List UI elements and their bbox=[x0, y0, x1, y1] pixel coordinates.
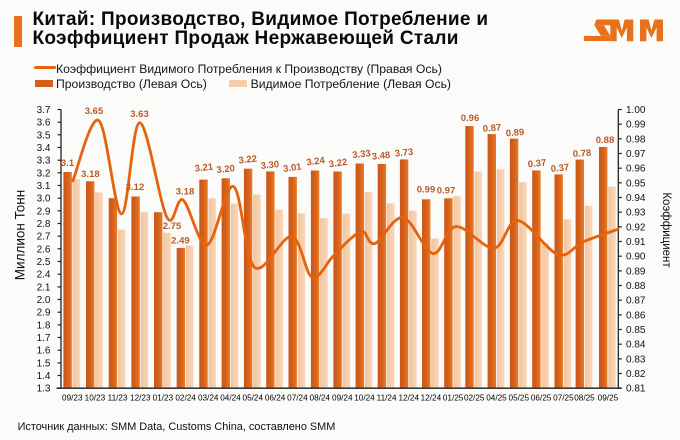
svg-text:06/24: 06/24 bbox=[265, 394, 286, 403]
svg-text:2.1: 2.1 bbox=[37, 282, 51, 293]
svg-text:0.78: 0.78 bbox=[572, 148, 591, 160]
svg-text:10/23: 10/23 bbox=[85, 394, 106, 403]
svg-text:2.49: 2.49 bbox=[171, 236, 190, 247]
svg-text:1.3: 1.3 bbox=[37, 384, 51, 395]
svg-text:09/25: 09/25 bbox=[598, 394, 619, 403]
svg-text:0.95: 0.95 bbox=[626, 178, 646, 189]
svg-text:3.01: 3.01 bbox=[282, 161, 303, 175]
svg-text:0.87: 0.87 bbox=[626, 296, 646, 307]
svg-text:0.93: 0.93 bbox=[626, 208, 646, 219]
svg-text:2.75: 2.75 bbox=[163, 221, 182, 232]
svg-text:3.0: 3.0 bbox=[37, 194, 51, 205]
svg-text:1.6: 1.6 bbox=[37, 346, 51, 357]
svg-text:2.6: 2.6 bbox=[37, 244, 51, 255]
svg-text:07/24: 07/24 bbox=[287, 394, 308, 403]
svg-text:0.37: 0.37 bbox=[527, 157, 547, 170]
svg-text:0.88: 0.88 bbox=[596, 135, 615, 146]
svg-text:07/25: 07/25 bbox=[553, 394, 574, 403]
svg-text:08/25: 08/25 bbox=[574, 394, 595, 403]
svg-text:0.97: 0.97 bbox=[626, 149, 646, 160]
svg-text:3.21: 3.21 bbox=[194, 162, 214, 175]
svg-text:0.89: 0.89 bbox=[505, 127, 524, 139]
svg-text:2.5: 2.5 bbox=[37, 257, 51, 268]
svg-text:0.87: 0.87 bbox=[482, 122, 501, 134]
svg-text:0.89: 0.89 bbox=[626, 266, 646, 277]
svg-text:2.9: 2.9 bbox=[37, 206, 51, 217]
svg-text:0.99: 0.99 bbox=[417, 185, 436, 196]
svg-text:09/24: 09/24 bbox=[332, 394, 353, 403]
svg-text:0.84: 0.84 bbox=[626, 340, 646, 351]
svg-text:11/23: 11/23 bbox=[108, 394, 128, 403]
svg-text:3.73: 3.73 bbox=[394, 147, 414, 160]
svg-text:1.7: 1.7 bbox=[37, 333, 51, 344]
svg-text:0.37: 0.37 bbox=[550, 162, 570, 175]
svg-text:04/24: 04/24 bbox=[220, 394, 241, 403]
svg-text:10/24: 10/24 bbox=[354, 394, 375, 403]
svg-text:12/24: 12/24 bbox=[421, 394, 442, 403]
svg-text:3.7: 3.7 bbox=[37, 105, 51, 116]
svg-text:0.99: 0.99 bbox=[626, 120, 646, 131]
svg-text:3.2: 3.2 bbox=[37, 168, 51, 179]
svg-text:2.7: 2.7 bbox=[37, 232, 51, 243]
svg-text:Миллион Тонн: Миллион Тонн bbox=[13, 190, 28, 280]
svg-text:3.22: 3.22 bbox=[328, 157, 348, 170]
svg-text:0.91: 0.91 bbox=[626, 237, 646, 248]
svg-text:0.85: 0.85 bbox=[626, 325, 646, 336]
svg-text:3.63: 3.63 bbox=[130, 109, 149, 120]
svg-text:09/23: 09/23 bbox=[62, 394, 83, 403]
svg-text:06/25: 06/25 bbox=[531, 394, 552, 403]
svg-text:3.18: 3.18 bbox=[176, 186, 195, 197]
svg-text:2.8: 2.8 bbox=[37, 219, 51, 230]
svg-text:1.00: 1.00 bbox=[626, 105, 646, 116]
svg-text:0.98: 0.98 bbox=[626, 134, 646, 145]
svg-text:12/23: 12/23 bbox=[130, 394, 151, 403]
svg-text:03/24: 03/24 bbox=[198, 394, 219, 403]
svg-text:12/24: 12/24 bbox=[399, 394, 420, 403]
svg-text:0.94: 0.94 bbox=[626, 193, 646, 204]
svg-text:3.1: 3.1 bbox=[61, 158, 75, 169]
svg-text:01/23: 01/23 bbox=[153, 394, 174, 403]
svg-text:0.97: 0.97 bbox=[437, 186, 456, 197]
svg-text:3.18: 3.18 bbox=[81, 169, 100, 180]
svg-text:0.83: 0.83 bbox=[626, 354, 646, 365]
svg-text:0.96: 0.96 bbox=[626, 164, 646, 175]
svg-text:3.12: 3.12 bbox=[126, 182, 145, 193]
svg-text:0.82: 0.82 bbox=[626, 369, 646, 380]
svg-text:0.81: 0.81 bbox=[626, 384, 646, 395]
svg-text:0.90: 0.90 bbox=[626, 252, 646, 263]
svg-text:3.33: 3.33 bbox=[352, 148, 372, 161]
svg-text:3.65: 3.65 bbox=[85, 106, 104, 117]
svg-text:0.88: 0.88 bbox=[626, 281, 646, 292]
svg-text:3.3: 3.3 bbox=[37, 156, 51, 167]
svg-text:3.5: 3.5 bbox=[37, 130, 51, 141]
svg-text:05/24: 05/24 bbox=[243, 394, 264, 403]
svg-text:02/25: 02/25 bbox=[464, 394, 485, 403]
svg-text:0.86: 0.86 bbox=[626, 310, 646, 321]
svg-text:02/24: 02/24 bbox=[175, 394, 196, 403]
svg-text:3.4: 3.4 bbox=[37, 143, 51, 154]
svg-text:3.22: 3.22 bbox=[238, 154, 258, 167]
svg-text:04/25: 04/25 bbox=[486, 394, 507, 403]
svg-text:3.48: 3.48 bbox=[371, 150, 391, 163]
svg-text:2.9: 2.9 bbox=[37, 308, 51, 319]
svg-text:0.96: 0.96 bbox=[461, 113, 480, 124]
svg-text:01/25: 01/25 bbox=[443, 394, 464, 403]
svg-text:1.8: 1.8 bbox=[37, 320, 51, 331]
svg-text:3.1: 3.1 bbox=[37, 181, 51, 192]
svg-text:0.92: 0.92 bbox=[626, 222, 646, 233]
svg-text:2.0: 2.0 bbox=[37, 295, 51, 306]
svg-text:05/25: 05/25 bbox=[509, 394, 530, 403]
svg-text:11/24: 11/24 bbox=[377, 394, 397, 403]
svg-text:1.4: 1.4 bbox=[37, 371, 51, 382]
svg-text:2.4: 2.4 bbox=[37, 270, 51, 281]
svg-text:08/24: 08/24 bbox=[310, 394, 331, 403]
svg-text:Коэффициент: Коэффициент bbox=[660, 192, 672, 268]
svg-text:3.20: 3.20 bbox=[216, 163, 236, 176]
svg-text:3.6: 3.6 bbox=[37, 118, 51, 129]
svg-text:3.24: 3.24 bbox=[306, 155, 327, 169]
svg-text:3.30: 3.30 bbox=[260, 159, 280, 172]
svg-text:1.5: 1.5 bbox=[37, 358, 51, 369]
